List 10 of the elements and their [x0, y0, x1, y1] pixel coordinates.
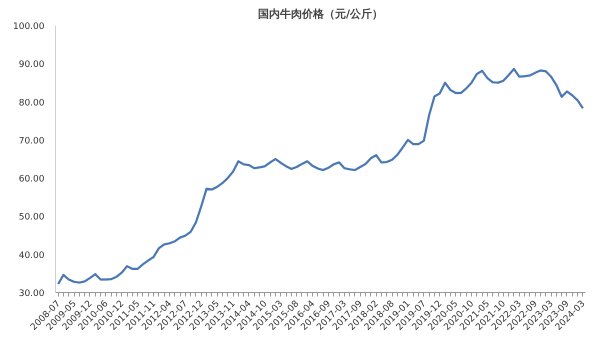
y-tick-label: 90.00 [18, 60, 45, 70]
y-tick-label: 40.00 [18, 250, 45, 261]
y-tick-label: 50.00 [18, 212, 45, 223]
y-tick-label: 60.00 [18, 174, 45, 185]
line-series [57, 68, 584, 286]
chart-title: 国内牛肉价格（元/公斤） [258, 8, 384, 20]
y-tick-label: 80.00 [18, 98, 45, 108]
y-tick-label: 70.00 [18, 136, 45, 146]
y-tick-label: 100.00 [13, 22, 45, 32]
y-tick-label: 30.00 [18, 289, 45, 299]
